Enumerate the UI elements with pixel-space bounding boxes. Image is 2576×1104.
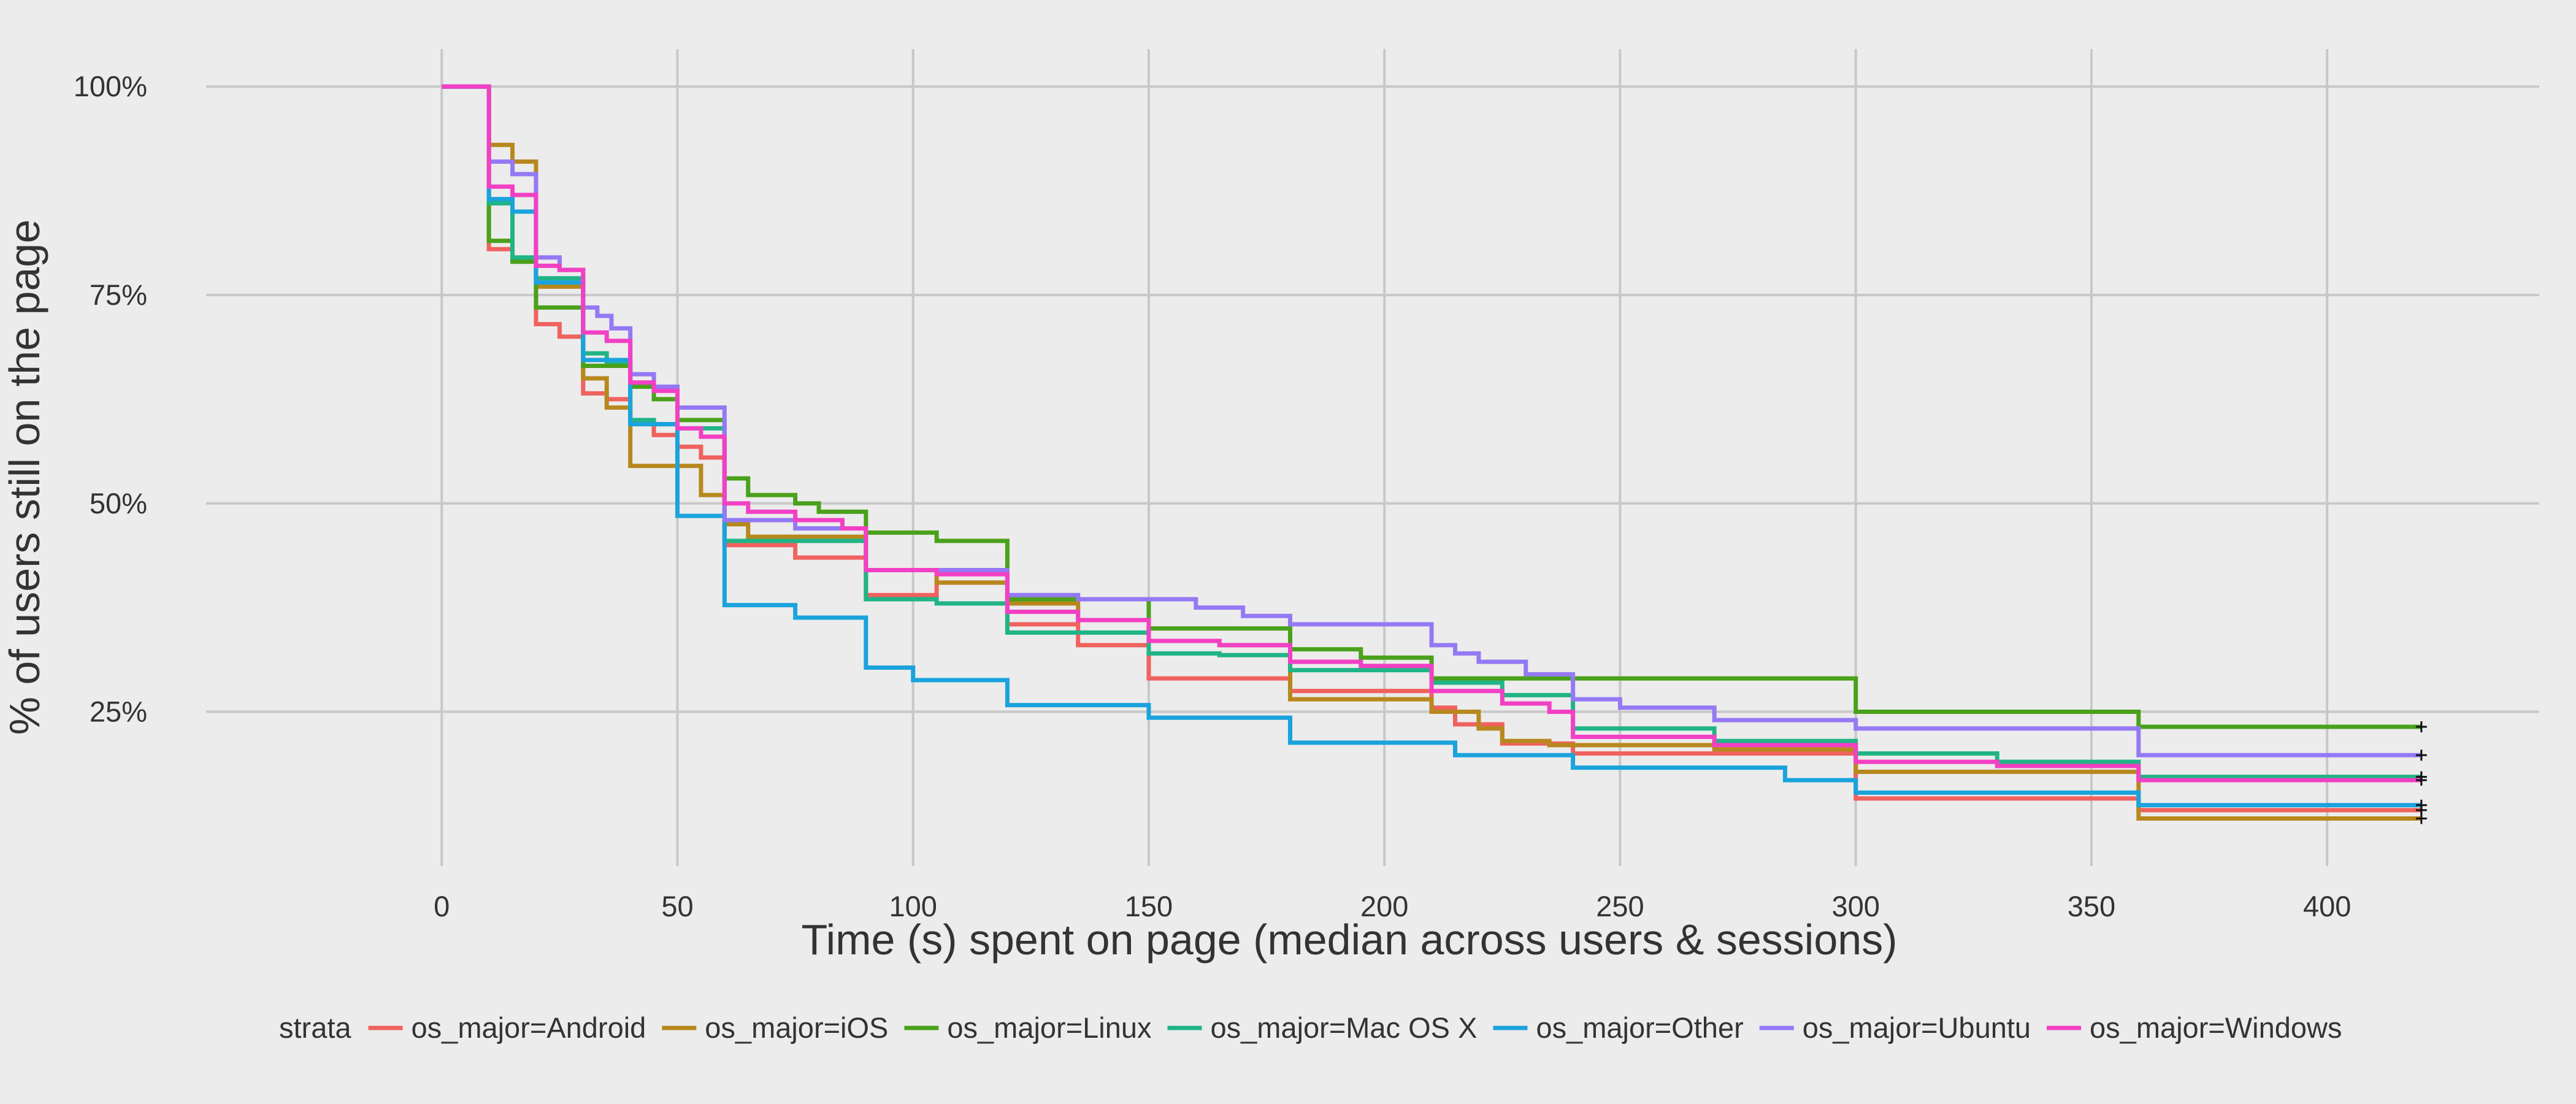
x-tick-label: 400 <box>2303 890 2351 922</box>
y-tick-label: 25% <box>90 696 147 728</box>
censor-mark-other <box>2415 799 2427 811</box>
legend-label-ios: os_major=iOS <box>705 1011 888 1044</box>
series-lines <box>442 84 2421 821</box>
legend-label-mac-os-x: os_major=Mac OS X <box>1211 1011 1478 1044</box>
y-tick-label: 100% <box>74 70 147 102</box>
x-tick-label: 350 <box>2068 890 2115 922</box>
legend: strata os_major=Android os_major=iOS os_ma… <box>279 1011 2342 1044</box>
legend-label-other: os_major=Other <box>1536 1011 1743 1044</box>
series-line-windows <box>442 84 2421 783</box>
x-tick-label: 150 <box>1125 890 1173 922</box>
x-axis-ticks: 0 50 100 150 200 250 300 350 400 <box>434 890 2351 922</box>
series-line-other <box>442 84 2421 808</box>
x-tick-label: 300 <box>1831 890 1879 922</box>
censor-mark-ubuntu <box>2415 749 2427 761</box>
legend-label-ubuntu: os_major=Ubuntu <box>1803 1011 2031 1044</box>
x-tick-label: 200 <box>1360 890 1408 922</box>
censor-mark-windows <box>2415 775 2427 786</box>
legend-label-linux: os_major=Linux <box>947 1011 1151 1044</box>
x-tick-label: 50 <box>661 890 693 922</box>
legend-label-android: os_major=Android <box>412 1011 646 1044</box>
x-tick-label: 0 <box>434 890 450 922</box>
legend-title: strata <box>279 1011 351 1044</box>
series-line-linux <box>442 84 2421 729</box>
x-tick-label: 250 <box>1596 890 1644 922</box>
x-axis-label: Time (s) spent on page (median across us… <box>801 916 1897 964</box>
y-tick-label: 50% <box>90 487 147 519</box>
censor-marks <box>2415 721 2427 824</box>
censor-mark-linux <box>2415 721 2427 733</box>
y-axis-label: % of users still on the page <box>1 220 48 735</box>
censor-mark-ios <box>2415 813 2427 824</box>
y-axis-ticks: 100% 75% 50% 25% <box>74 70 147 727</box>
y-tick-label: 75% <box>90 278 147 311</box>
grid-lines <box>206 49 2539 866</box>
x-tick-label: 100 <box>889 890 937 922</box>
legend-label-windows: os_major=Windows <box>2090 1011 2342 1044</box>
